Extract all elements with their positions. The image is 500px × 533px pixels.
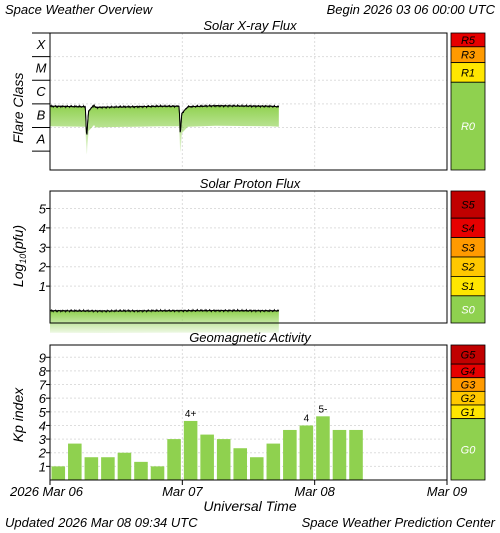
kp-bar (216, 439, 231, 480)
y-tick-label: B (37, 108, 46, 123)
y-tick-label: 2 (38, 260, 47, 275)
plot-frame (49, 344, 448, 481)
kp-bar-label: 5- (318, 404, 327, 415)
scale-label: R0 (461, 121, 476, 133)
plot-area (50, 345, 447, 480)
y-tick-label: 8 (39, 364, 47, 379)
xray-panel-title: Solar X-ray Flux (203, 18, 297, 33)
y-tick-label: 1 (39, 459, 46, 474)
kp-bar-label: 4+ (185, 409, 197, 420)
footer-center: Space Weather Prediction Center (302, 515, 496, 530)
scale-segment (450, 418, 486, 481)
kp-bar (316, 416, 330, 480)
x-tick-label: Mar 09 (427, 484, 467, 499)
plot-frame (49, 190, 448, 324)
xray-y-axis-title: Flare Class (10, 73, 26, 144)
kp-bar (349, 429, 363, 480)
proton-flux-panel: 1 2 3 4 5 S5 S4 S3 S2 S1 S0 (38, 190, 486, 333)
y-tick-label: 9 (39, 350, 46, 365)
kp-bar (167, 439, 181, 480)
y-tick-label: 5 (39, 201, 47, 216)
y-tick-label: 2 (38, 446, 47, 461)
flux-noise-line (49, 103, 280, 134)
y-tick-label: 6 (39, 391, 47, 406)
scale-label: G1 (461, 407, 476, 419)
kp-bar (101, 457, 115, 480)
plot-area (50, 191, 447, 323)
y-tick-label: 7 (39, 378, 47, 393)
x-axis-title: Universal Time (203, 498, 296, 514)
scale-label: S3 (461, 242, 475, 254)
kp-bar (84, 457, 99, 480)
x-tick-label: Mar 08 (294, 484, 335, 499)
proton-y-axis-title: Log10(pfu) (10, 225, 28, 287)
scale-label: S4 (461, 223, 474, 235)
y-tick-label: C (36, 84, 46, 99)
x-tick-label: 2026 Mar 06 (9, 484, 84, 499)
figure-title: Space Weather Overview (5, 2, 154, 17)
scale-segment (450, 190, 486, 219)
scale-label: S5 (461, 200, 475, 212)
flux-area-fill (50, 105, 279, 155)
begin-time: Begin 2026 03 06 00:00 UTC (327, 2, 496, 17)
scale-label: R3 (461, 50, 476, 62)
y-tick-label: X (36, 37, 47, 52)
plot-area (50, 33, 447, 170)
flux-area-fill (50, 310, 279, 333)
kp-bar (150, 466, 165, 480)
kp-bar (68, 443, 82, 480)
scale-label: S0 (461, 304, 475, 316)
kp-bar-label: 4 (304, 413, 310, 424)
kp-bar (283, 429, 297, 480)
scale-label: G5 (461, 350, 477, 362)
kp-bar (266, 443, 281, 480)
footer-updated: Updated 2026 Mar 08 09:34 UTC (5, 515, 198, 530)
scale-segment (450, 81, 486, 171)
x-axis: 2026 Mar 06 Mar 07 Mar 08 Mar 09 (9, 480, 467, 499)
scale-label: S1 (461, 281, 474, 293)
plot-frame (49, 32, 448, 171)
y-tick-label: 4 (39, 418, 46, 433)
scale-label: G0 (461, 444, 477, 456)
scale-label: G2 (461, 393, 476, 405)
proton-panel-title: Solar Proton Flux (200, 176, 301, 191)
y-tick-label: 3 (39, 240, 47, 255)
y-tick-label: 1 (39, 279, 46, 294)
kp-bar (233, 448, 248, 480)
kp-bar (51, 466, 66, 480)
scale-segment (450, 295, 486, 324)
kp-bar (299, 425, 314, 480)
y-tick-label: 3 (39, 432, 47, 447)
kp-bar (332, 429, 347, 480)
kp-bar (249, 457, 264, 480)
kp-bar (117, 452, 132, 480)
kp-bar (200, 434, 214, 480)
scale-label: G3 (461, 380, 477, 392)
scale-label: S2 (461, 262, 474, 274)
scale-label: R1 (461, 67, 475, 79)
scale-label: G4 (461, 366, 476, 378)
x-tick-label: Mar 07 (162, 484, 203, 499)
kp-bar (134, 461, 148, 480)
y-tick-label: 5 (39, 405, 47, 420)
kp-bar (183, 420, 198, 480)
geomag-y-axis-title: Kp index (10, 387, 26, 442)
flux-noise-line (49, 308, 280, 314)
geomag-panel-title: Geomagnetic Activity (189, 330, 312, 345)
y-tick-label: A (36, 131, 46, 146)
y-tick-label: 4 (39, 221, 46, 236)
scale-label: R5 (461, 35, 476, 47)
y-tick-label: M (36, 60, 47, 75)
